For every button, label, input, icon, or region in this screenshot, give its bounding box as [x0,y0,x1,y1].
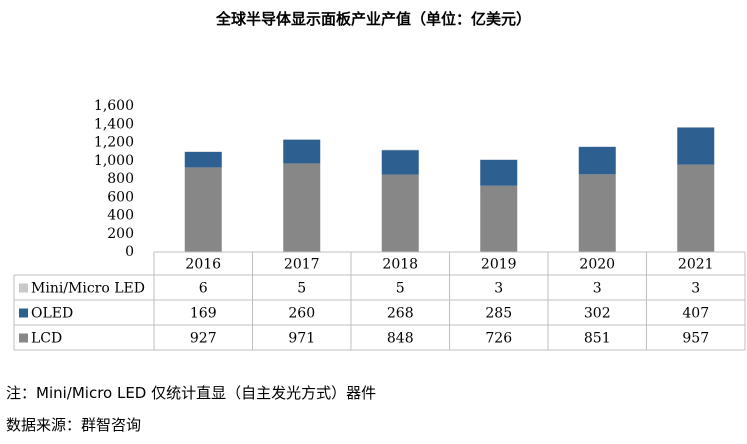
y-tick-label: 1,400 [94,116,134,132]
table-cell-value: 260 [288,306,315,322]
category-label: 2018 [382,257,418,273]
legend-label: LCD [31,331,62,347]
footnote: 注：Mini/Micro LED 仅统计直显（自主发光方式）器件 [6,384,377,402]
bar-lcd-2017 [283,163,321,252]
table-cell-value: 169 [190,306,217,322]
table-cell-value: 848 [387,331,414,347]
category-label: 2017 [284,257,320,273]
bar-lcd-2016 [184,167,222,252]
legend-label: Mini/Micro LED [31,281,145,297]
legend-swatch-mini-micro-led [19,283,28,293]
legend-swatch-lcd [19,333,28,343]
bar-oled-2020 [578,146,616,175]
table-cell-value: 971 [288,331,315,347]
bar-lcd-2020 [578,174,616,252]
bar-oled-2019 [480,159,518,186]
table-cell-value: 726 [485,331,512,347]
table-cell-value: 285 [485,306,512,322]
table-cell-value: 302 [584,306,611,322]
legend-swatch-oled [19,308,28,318]
bar-mini-micro-led-2016 [184,151,222,152]
legend-label: OLED [31,306,73,322]
table-cell-value: 957 [682,331,709,347]
table-cell-value: 5 [297,281,306,297]
table-cell-value: 3 [593,281,602,297]
bar-oled-2021 [677,127,715,165]
chart-title: 全球半导体显示面板产业产值（单位：亿美元） [215,10,531,28]
category-label: 2019 [481,257,517,273]
table-cell-value: 851 [584,331,611,347]
bar-oled-2018 [381,150,419,175]
bar-lcd-2021 [677,164,715,252]
table-cell-value: 6 [199,281,208,297]
y-tick-label: 200 [107,226,134,242]
y-tick-label: 400 [107,208,134,224]
y-tick-label: 800 [107,171,134,187]
table-cell-value: 407 [682,306,709,322]
bar-oled-2016 [184,151,222,168]
category-label: 2016 [185,257,221,273]
y-tick-label: 1,200 [94,135,134,151]
table-cell-value: 3 [494,281,503,297]
y-tick-label: 1,000 [94,153,134,169]
y-tick-label: 1,600 [94,98,134,114]
table-cell-value: 927 [190,331,217,347]
category-label: 2021 [678,257,714,273]
table-cell-value: 3 [691,281,700,297]
category-label: 2020 [579,257,615,273]
y-tick-label: 600 [107,189,134,205]
table-cell-value: 5 [396,281,405,297]
bar-oled-2017 [283,139,321,164]
y-tick-label: 0 [125,244,134,260]
source-note: 数据来源：群智咨询 [6,416,142,434]
bar-lcd-2018 [381,174,419,252]
table-cell-value: 268 [387,306,414,322]
bar-lcd-2019 [480,185,518,252]
